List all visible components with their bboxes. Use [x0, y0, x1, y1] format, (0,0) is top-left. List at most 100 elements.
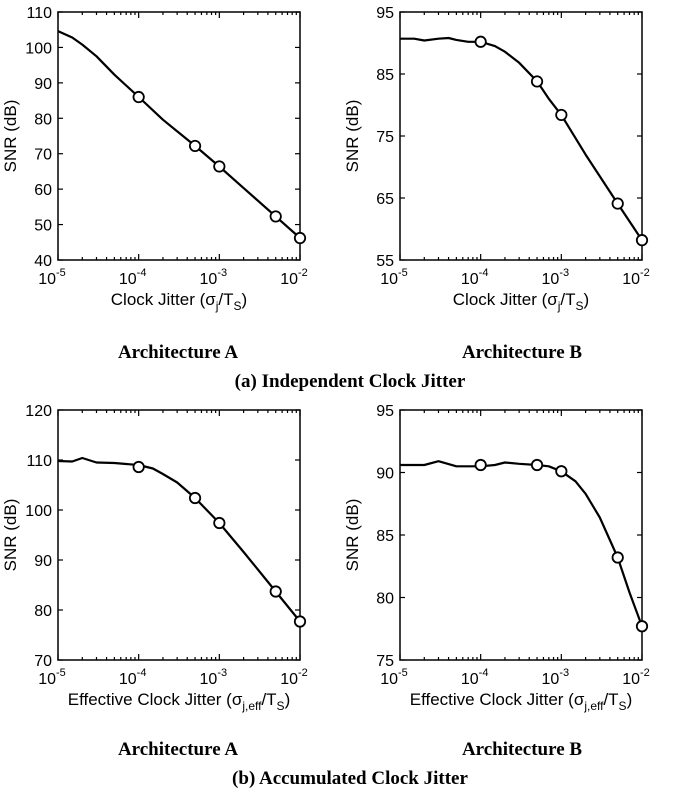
x-tick-base: 10 — [280, 271, 298, 288]
panel-title-a2: Architecture B — [462, 342, 582, 363]
x-tick-label: 10-2 — [622, 667, 650, 688]
x-tick-exponent: -4 — [137, 667, 147, 679]
x-tick-base: 10 — [38, 271, 56, 288]
x-axis-label-subscript: j — [215, 299, 219, 313]
x-axis-label-subscript: S — [234, 299, 242, 313]
data-point-marker — [269, 585, 282, 598]
x-tick-label: 10-3 — [542, 267, 570, 288]
data-point-marker — [132, 90, 145, 104]
y-tick-label: 80 — [34, 111, 52, 128]
caption-row-b: (b) Accumulated Clock Jitter — [232, 768, 468, 789]
x-tick-exponent: -3 — [217, 267, 227, 279]
x-axis-label-mid: /T — [218, 290, 233, 309]
x-tick-base: 10 — [380, 671, 398, 688]
x-axis-label: Effective Clock Jitter (σj,eff/TS) — [68, 690, 290, 713]
x-tick-label: 10-3 — [200, 267, 228, 288]
y-tick-label: 90 — [34, 76, 52, 93]
x-axis-label-subscript: S — [277, 699, 285, 713]
y-tick-label: 110 — [26, 453, 52, 470]
y-tick-label: 75 — [376, 129, 394, 146]
y-tick-label: 80 — [34, 603, 52, 620]
x-axis-label: Clock Jitter (σj/TS) — [111, 290, 247, 313]
x-tick-base: 10 — [119, 671, 137, 688]
y-tick-label: 85 — [376, 528, 394, 545]
data-point-marker — [293, 231, 307, 245]
x-tick-exponent: -2 — [298, 267, 308, 279]
panel-title-b2: Architecture B — [462, 739, 582, 760]
x-tick-exponent: -4 — [479, 667, 489, 679]
y-tick-label: 100 — [25, 503, 52, 520]
x-axis-label-subscript: S — [576, 299, 584, 313]
y-tick-label: 60 — [34, 182, 52, 199]
data-point-marker — [611, 197, 624, 210]
x-axis-label-subscript: j — [557, 299, 561, 313]
y-tick-label: 75 — [376, 653, 394, 670]
x-tick-base: 10 — [622, 271, 640, 288]
x-tick-label: 10-2 — [280, 667, 308, 688]
caption-row-a: (a) Independent Clock Jitter — [235, 371, 466, 392]
x-axis-label-end: ) — [627, 690, 633, 709]
axes-frame — [399, 409, 643, 661]
y-tick-label: 65 — [376, 191, 394, 208]
data-point-marker — [635, 234, 649, 247]
y-tick-label: 40 — [34, 253, 52, 270]
data-point-marker — [213, 516, 226, 530]
y-tick-label: 70 — [34, 147, 52, 164]
x-tick-base: 10 — [200, 271, 218, 288]
x-tick-label: 10-5 — [380, 267, 408, 288]
data-point-marker — [555, 108, 568, 122]
x-axis-label-mid: /T — [261, 690, 276, 709]
snr-curve — [57, 456, 301, 623]
x-tick-base: 10 — [280, 671, 298, 688]
y-tick-label: 100 — [25, 40, 52, 57]
x-tick-base: 10 — [542, 271, 560, 288]
x-tick-exponent: -3 — [559, 667, 569, 679]
x-tick-exponent: -5 — [398, 267, 408, 279]
x-tick-label: 10-2 — [280, 267, 308, 288]
x-tick-base: 10 — [461, 271, 479, 288]
axes-frame — [57, 409, 301, 661]
x-tick-exponent: -5 — [56, 267, 66, 279]
x-axis-label-end: ) — [584, 290, 590, 309]
data-point-marker — [213, 160, 226, 173]
x-tick-exponent: -2 — [640, 667, 650, 679]
data-point-marker — [269, 210, 282, 223]
x-tick-base: 10 — [119, 271, 137, 288]
panel-title-b1: Architecture A — [118, 739, 238, 760]
x-tick-base: 10 — [622, 671, 640, 688]
x-axis-label-mid: /T — [560, 290, 575, 309]
x-axis-label-main: Effective Clock Jitter (σ — [68, 690, 243, 709]
data-point-marker — [474, 35, 487, 48]
y-tick-label: 110 — [26, 5, 52, 22]
x-tick-label: 10-3 — [200, 667, 228, 688]
y-tick-label: 50 — [34, 218, 52, 235]
data-point-marker — [188, 491, 202, 505]
axes-frame — [399, 11, 643, 261]
x-tick-label: 10-4 — [461, 267, 489, 288]
axes-frame — [57, 11, 301, 261]
y-axis-label: SNR (dB) — [343, 100, 362, 173]
x-tick-base: 10 — [200, 671, 218, 688]
x-tick-exponent: -2 — [298, 667, 308, 679]
x-axis-label-main: Clock Jitter (σ — [453, 290, 558, 309]
x-tick-base: 10 — [380, 271, 398, 288]
data-point-marker — [635, 620, 649, 633]
x-axis-label-end: ) — [242, 290, 248, 309]
y-axis-label: SNR (dB) — [1, 499, 20, 572]
y-tick-label: 80 — [376, 591, 394, 608]
data-point-marker — [530, 458, 544, 472]
data-point-marker — [474, 458, 487, 472]
data-point-marker — [611, 551, 624, 564]
data-point-marker — [555, 465, 568, 478]
snr-curve — [400, 36, 643, 241]
x-tick-label: 10-5 — [38, 667, 66, 688]
x-tick-label: 10-5 — [38, 267, 66, 288]
x-tick-exponent: -3 — [559, 267, 569, 279]
y-tick-label: 95 — [376, 403, 394, 420]
x-tick-label: 10-4 — [119, 267, 147, 288]
data-point-marker — [188, 139, 202, 153]
